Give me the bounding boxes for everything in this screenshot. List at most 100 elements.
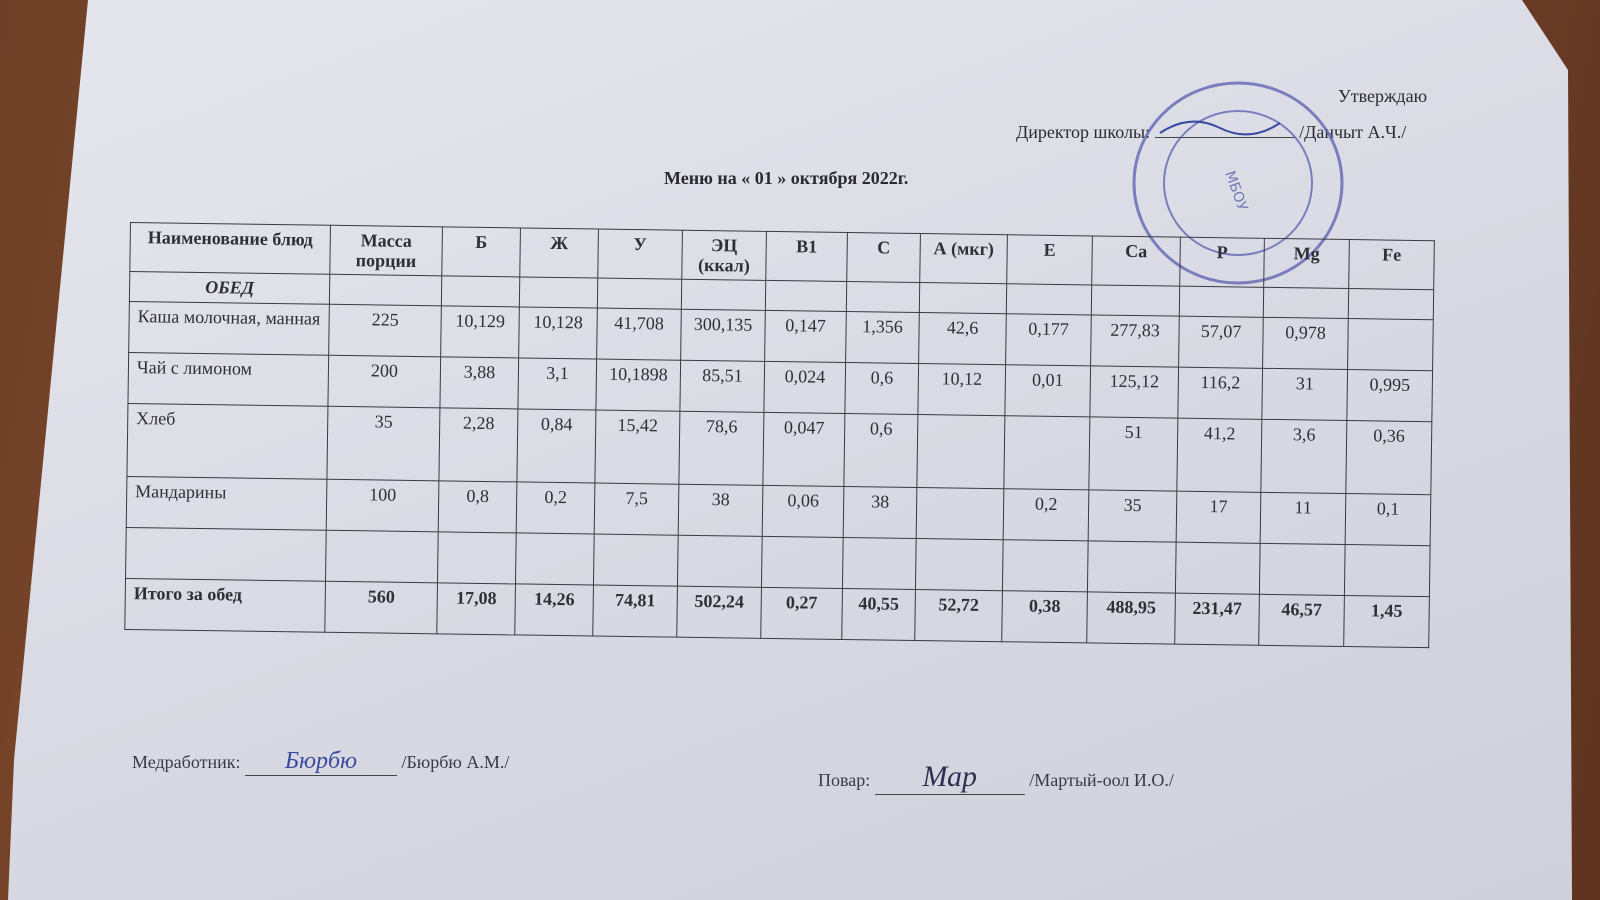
cell-value xyxy=(916,414,1005,489)
total-value: 74,81 xyxy=(592,585,678,638)
cell-value: 42,6 xyxy=(918,312,1007,365)
cell-value: 2,28 xyxy=(438,407,518,482)
section-label: ОБЕД xyxy=(129,271,330,305)
cook-name: /Мартый-оол И.О./ xyxy=(1029,770,1174,790)
column-header: Наименование блюд xyxy=(129,222,331,275)
cell-value: 31 xyxy=(1261,368,1348,421)
cook-signature: Мар xyxy=(874,760,1025,795)
cell-value xyxy=(915,538,1004,591)
total-value: 1,45 xyxy=(1343,595,1430,648)
total-value: 46,57 xyxy=(1258,594,1345,647)
cell-value: 11 xyxy=(1260,492,1346,545)
medic-name: /Бюрбю А.М./ xyxy=(401,752,510,772)
total-value: 52,72 xyxy=(914,589,1003,642)
cell-value: 225 xyxy=(328,304,442,357)
total-value: 0,27 xyxy=(760,587,843,640)
column-header: А (мкг) xyxy=(919,233,1008,284)
cell-value: 10,12 xyxy=(917,363,1006,416)
cell-value: 300,135 xyxy=(680,309,766,362)
cell-value: 0,8 xyxy=(438,480,517,533)
medic-signature: Бюрбю xyxy=(244,748,397,776)
cell-value xyxy=(593,534,679,587)
total-value: 502,24 xyxy=(676,586,762,639)
cell-value: 0,6 xyxy=(844,362,919,415)
cell-value: 0,177 xyxy=(1005,313,1092,366)
dish-name: Каша молочная, манная xyxy=(128,301,330,356)
column-header: Mg xyxy=(1263,238,1350,289)
cell-value: 57,07 xyxy=(1178,316,1264,369)
cell-value: 85,51 xyxy=(679,360,765,413)
menu-table-wrap: Наименование блюд Масса порции Б Ж У ЭЦ … xyxy=(124,222,1435,648)
cell-value: 7,5 xyxy=(594,483,679,536)
page-title: Меню на « 01 » октября 2022г. xyxy=(664,168,909,188)
cell-value: 38 xyxy=(843,486,917,539)
cell-value: 0,2 xyxy=(516,481,595,535)
dish-name: Чай с лимоном xyxy=(127,352,329,407)
cell-value: 15,42 xyxy=(594,410,680,485)
cell-value: 200 xyxy=(327,355,441,408)
cell-value: 3,88 xyxy=(439,356,519,409)
cell-value: 277,83 xyxy=(1090,314,1180,368)
cell-value xyxy=(1002,539,1089,592)
cell-value: 0,024 xyxy=(763,361,846,414)
cell-value: 116,2 xyxy=(1177,367,1263,420)
cell-value: 0,978 xyxy=(1262,317,1349,370)
cell-value: 0,01 xyxy=(1004,364,1091,417)
cell-value xyxy=(1344,544,1431,597)
column-header: С xyxy=(846,232,921,283)
svg-text:МБОУ: МБОУ xyxy=(1221,169,1250,214)
cell-value: 35 xyxy=(1088,489,1177,543)
column-header: Ж xyxy=(519,227,599,279)
cell-value xyxy=(515,532,595,586)
director-label: Директор школы: xyxy=(1016,122,1151,142)
approve-label: Утверждаю xyxy=(1338,86,1428,106)
total-value: 231,47 xyxy=(1174,593,1260,646)
total-value: 0,38 xyxy=(1001,590,1088,643)
cell-value xyxy=(1347,318,1434,371)
cell-value: 41,2 xyxy=(1176,418,1262,493)
school-stamp: МБОУ xyxy=(1132,81,1344,285)
column-header: P xyxy=(1179,237,1265,288)
cell-value: 0,84 xyxy=(516,408,596,484)
total-value: 17,08 xyxy=(436,582,516,635)
cell-value: 10,128 xyxy=(518,306,598,360)
column-header: Fe xyxy=(1348,239,1435,290)
medic-label: Медработник: xyxy=(132,752,241,772)
column-header: Б xyxy=(441,226,521,277)
cell-value xyxy=(761,536,844,589)
cell-value: 51 xyxy=(1088,416,1178,492)
cell-value xyxy=(437,531,517,584)
dish-name xyxy=(125,527,327,582)
cell-value: 0,1 xyxy=(1345,493,1431,546)
cell-value: 0,6 xyxy=(843,413,918,488)
column-header: ЭЦ (ккал) xyxy=(681,230,767,281)
column-header: Е xyxy=(1006,234,1093,285)
cell-value: 78,6 xyxy=(678,411,764,486)
cell-value: 0,36 xyxy=(1345,420,1432,495)
column-header: Ca xyxy=(1091,235,1181,287)
cell-value xyxy=(1175,542,1261,595)
column-header: У xyxy=(597,229,683,280)
cell-value: 125,12 xyxy=(1089,365,1179,419)
total-value: 40,55 xyxy=(841,588,916,641)
cell-value: 0,147 xyxy=(764,310,847,363)
cell-value: 0,995 xyxy=(1346,369,1433,422)
column-header: Масса порции xyxy=(329,225,443,276)
medic-signature-line: Медработник: Бюрбю /Бюрбю А.М./ xyxy=(132,748,509,776)
cell-value: 10,129 xyxy=(440,305,520,358)
director-signature-line xyxy=(1154,137,1295,138)
cell-value: 35 xyxy=(326,406,440,481)
cell-value: 100 xyxy=(326,479,439,532)
cook-label: Повар: xyxy=(818,770,871,790)
cell-value: 3,6 xyxy=(1260,419,1347,494)
cell-value xyxy=(916,487,1004,540)
cell-value: 17 xyxy=(1176,491,1261,544)
cell-value xyxy=(1087,540,1177,594)
cell-value: 0,2 xyxy=(1003,488,1089,541)
cell-value: 10,1898 xyxy=(595,359,681,412)
cell-value: 0,06 xyxy=(762,485,844,538)
column-header: В1 xyxy=(765,231,848,282)
total-value: 488,95 xyxy=(1086,591,1176,645)
dish-name: Мандарины xyxy=(126,476,327,531)
